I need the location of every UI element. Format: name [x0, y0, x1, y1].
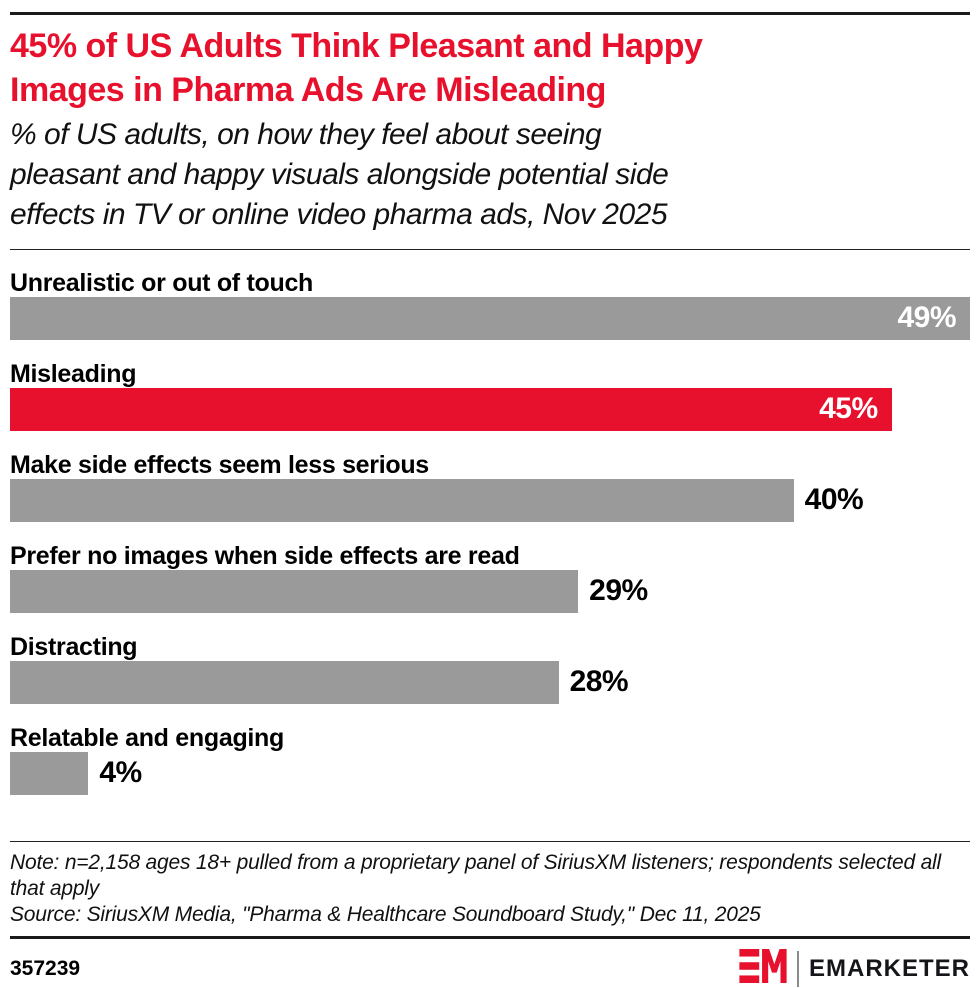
bar-track: 28%	[10, 660, 970, 704]
page-subtitle-line-3: effects in TV or online video pharma ads…	[10, 197, 668, 231]
bar	[10, 751, 89, 795]
footer-divider	[10, 840, 970, 842]
page-subtitle-line-2: pleasant and happy visuals alongside pot…	[10, 157, 669, 191]
bar-row: Misleading 45%	[10, 360, 970, 431]
bar-row: Distracting 28%	[10, 633, 970, 704]
page-subtitle: % of US adults, on how they feel about s…	[10, 115, 970, 235]
bar-row: Prefer no images when side effects are r…	[10, 542, 970, 613]
bar-value-label: 45%	[819, 392, 878, 426]
page-title-line-1: 45% of US Adults Think Pleasant and Happ…	[10, 26, 703, 65]
bar-track: 4%	[10, 751, 970, 795]
bar	[10, 569, 579, 613]
bar-track: 40%	[10, 478, 970, 522]
bar-row: Relatable and engaging 4%	[10, 724, 970, 795]
brand-wordmark: EMARKETER	[808, 954, 970, 982]
bar-category-label: Misleading	[10, 359, 137, 388]
bar: 45%	[10, 387, 892, 431]
header-divider	[10, 248, 970, 250]
page-title-line-2: Images in Pharma Ads Are Misleading	[10, 70, 606, 109]
bar-category-label: Unrealistic or out of touch	[10, 268, 314, 297]
bar	[10, 660, 559, 704]
bar-value-label: 29%	[589, 574, 648, 608]
bar-chart: Unrealistic or out of touch 49% Misleading…	[10, 269, 970, 815]
bar: 49%	[10, 296, 970, 340]
emarketer-logo: EMARKETER	[739, 949, 970, 988]
bar-category-label: Relatable and engaging	[10, 723, 285, 752]
bar-value-label: 49%	[897, 301, 956, 335]
bar	[10, 478, 794, 522]
chart-id: 357239	[10, 956, 81, 980]
em-logo-icon	[739, 949, 787, 988]
bar-rows: Unrealistic or out of touch 49% Misleading…	[10, 269, 970, 795]
bar-track: 29%	[10, 569, 970, 613]
bar-category-label: Make side effects seem less serious	[10, 450, 429, 479]
bar-track: 45%	[10, 387, 970, 431]
logo-divider	[796, 950, 799, 987]
bottom-row: 357239 EMARKETER	[10, 949, 970, 988]
bar-track: 49%	[10, 296, 970, 340]
page-subtitle-line-1: % of US adults, on how they feel about s…	[10, 117, 602, 151]
bar-value-label: 4%	[99, 756, 142, 790]
bar-value-label: 28%	[569, 665, 629, 699]
top-rule	[10, 12, 970, 15]
bar-value-label: 40%	[804, 483, 864, 517]
bottom-rule	[10, 935, 970, 940]
bar-row: Make side effects seem less serious 40%	[10, 451, 970, 522]
bar-category-label: Distracting	[10, 632, 138, 661]
footnotes: Note: n=2,158 ages 18+ pulled from a pro…	[10, 850, 970, 928]
note-text: Note: n=2,158 ages 18+ pulled from a pro…	[10, 850, 941, 900]
page-title: 45% of US Adults Think Pleasant and Happ…	[10, 24, 970, 112]
bar-row: Unrealistic or out of touch 49%	[10, 269, 970, 340]
source-text: Source: SiriusXM Media, "Pharma & Health…	[10, 902, 761, 926]
bar-category-label: Prefer no images when side effects are r…	[10, 541, 520, 570]
